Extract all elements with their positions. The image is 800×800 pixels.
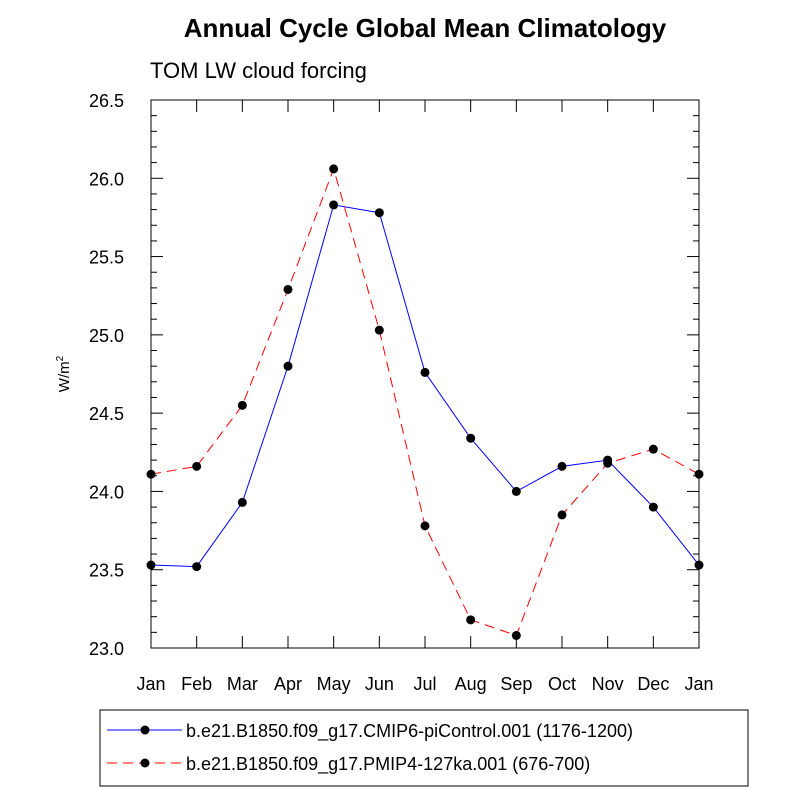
series-2-point (694, 469, 704, 479)
x-tick-label: Jun (365, 674, 394, 694)
x-tick-label: Sep (500, 674, 532, 694)
series-1-point (146, 560, 156, 570)
x-tick-label: Jan (684, 674, 713, 694)
plot-frame (150, 99, 700, 649)
x-tick-label: Mar (227, 674, 258, 694)
series-2-point (466, 615, 476, 625)
axis-ticks (150, 99, 700, 649)
legend-marker-1 (140, 725, 150, 735)
y-axis-label: W/m2 (55, 355, 73, 392)
series-1-point (466, 433, 476, 443)
series-2-point (374, 325, 384, 335)
y-tick-label: 26.5 (89, 91, 124, 111)
series-1-point (648, 502, 658, 512)
x-tick-label: Jan (136, 674, 165, 694)
x-tick-label: Jul (413, 674, 436, 694)
series-2-point (329, 164, 339, 174)
series-1-point (694, 560, 704, 570)
y-tick-label: 25.0 (89, 326, 124, 346)
series-2-point (648, 444, 658, 454)
legend-box (99, 709, 749, 787)
series-layer (146, 164, 704, 640)
series-1-point (237, 497, 247, 507)
x-tick-label: Aug (455, 674, 487, 694)
y-tick-label: 23.0 (89, 639, 124, 659)
y-tick-label: 24.5 (89, 404, 124, 424)
series-2-point (420, 521, 430, 531)
legend-label-2: b.e21.B1850.f09_g17.PMIP4-127ka.001 (676… (186, 754, 590, 775)
series-line-1 (150, 204, 700, 568)
legend: b.e21.B1850.f09_g17.CMIP6-piControl.001 … (99, 709, 749, 787)
chart-subtitle: TOM LW cloud forcing (150, 58, 367, 83)
chart-title: Annual Cycle Global Mean Climatology (184, 13, 667, 43)
series-2-point (603, 458, 613, 468)
x-tick-label: Oct (548, 674, 576, 694)
x-tick-label: Feb (181, 674, 212, 694)
series-1-point (374, 208, 384, 218)
legend-marker-2 (140, 758, 150, 768)
y-tick-label: 26.0 (89, 169, 124, 189)
y-tick-label: 24.0 (89, 482, 124, 502)
series-1-point (420, 367, 430, 377)
series-1-point (511, 486, 521, 496)
series-2-point (237, 400, 247, 410)
series-1-point (557, 461, 567, 471)
series-line-2 (150, 167, 700, 637)
series-2-point (146, 469, 156, 479)
series-2-point (511, 630, 521, 640)
x-tick-label: Dec (637, 674, 669, 694)
x-tick-label: May (317, 674, 351, 694)
series-2-point (557, 510, 567, 520)
series-1-point (283, 361, 293, 371)
x-tick-label: Nov (592, 674, 624, 694)
series-2-point (283, 284, 293, 294)
legend-label-1: b.e21.B1850.f09_g17.CMIP6-piControl.001 … (186, 721, 633, 742)
x-tick-label: Apr (274, 674, 302, 694)
y-tick-label: 25.5 (89, 248, 124, 268)
series-1-point (192, 562, 202, 572)
series-1-point (329, 200, 339, 210)
series-2-point (192, 461, 202, 471)
y-tick-label: 23.5 (89, 561, 124, 581)
tick-labels: Jan Feb Mar Apr May Jun Jul Aug Sep Oct Nov Dec Jan 2… (89, 91, 714, 694)
